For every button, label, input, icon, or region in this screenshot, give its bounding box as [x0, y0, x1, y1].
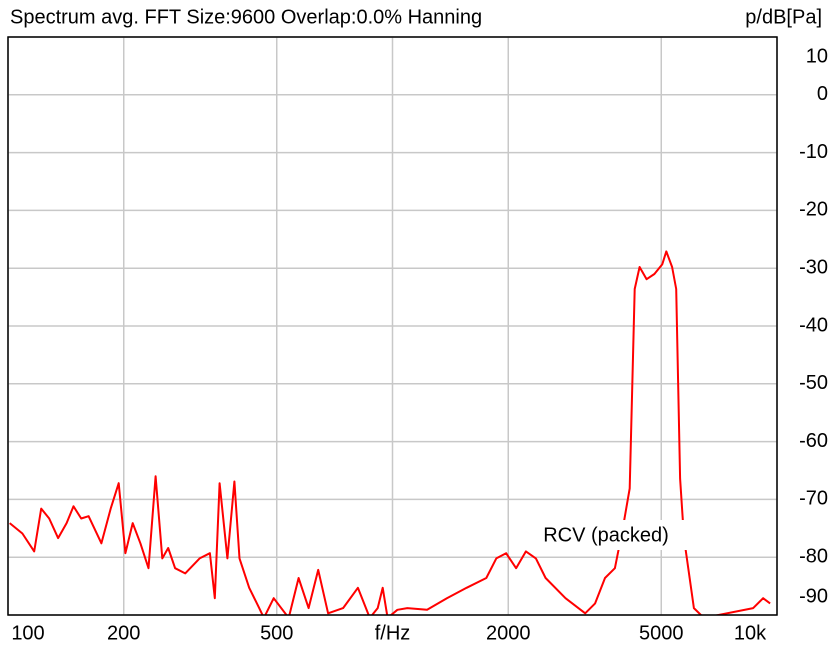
chart-title: Spectrum avg. FFT Size:9600 Overlap:0.0%… — [10, 6, 482, 28]
y-tick-label: -90 — [799, 585, 828, 607]
x-tick-label: f/Hz — [375, 622, 411, 644]
x-tick-label: 200 — [107, 622, 140, 644]
x-tick-label: 5000 — [639, 622, 684, 644]
y-tick-label: -30 — [799, 256, 828, 278]
y-tick-label: -80 — [799, 545, 828, 567]
y-tick-label: -40 — [799, 314, 828, 336]
y-tick-label: -20 — [799, 199, 828, 221]
y-tick-label: 10 — [806, 45, 828, 67]
y-tick-label: -70 — [799, 488, 828, 510]
x-tick-label: 100 — [11, 622, 44, 644]
spectrum-line — [9, 250, 771, 615]
x-tick-label: 2000 — [486, 622, 531, 644]
annotation: RCV (packed) — [543, 524, 669, 546]
annotation-bg — [515, 520, 697, 550]
plot — [9, 250, 771, 615]
y-tick-label: -50 — [799, 372, 828, 394]
plot-frame — [7, 36, 778, 616]
y-tick-label: -10 — [799, 141, 828, 163]
y-tick-label: -60 — [799, 430, 828, 452]
x-tick-label: 10k — [734, 622, 767, 644]
y-tick-label: 0 — [817, 83, 828, 105]
x-tick-label: 500 — [260, 622, 293, 644]
y-axis-label: p/dB[Pa] — [745, 6, 822, 28]
